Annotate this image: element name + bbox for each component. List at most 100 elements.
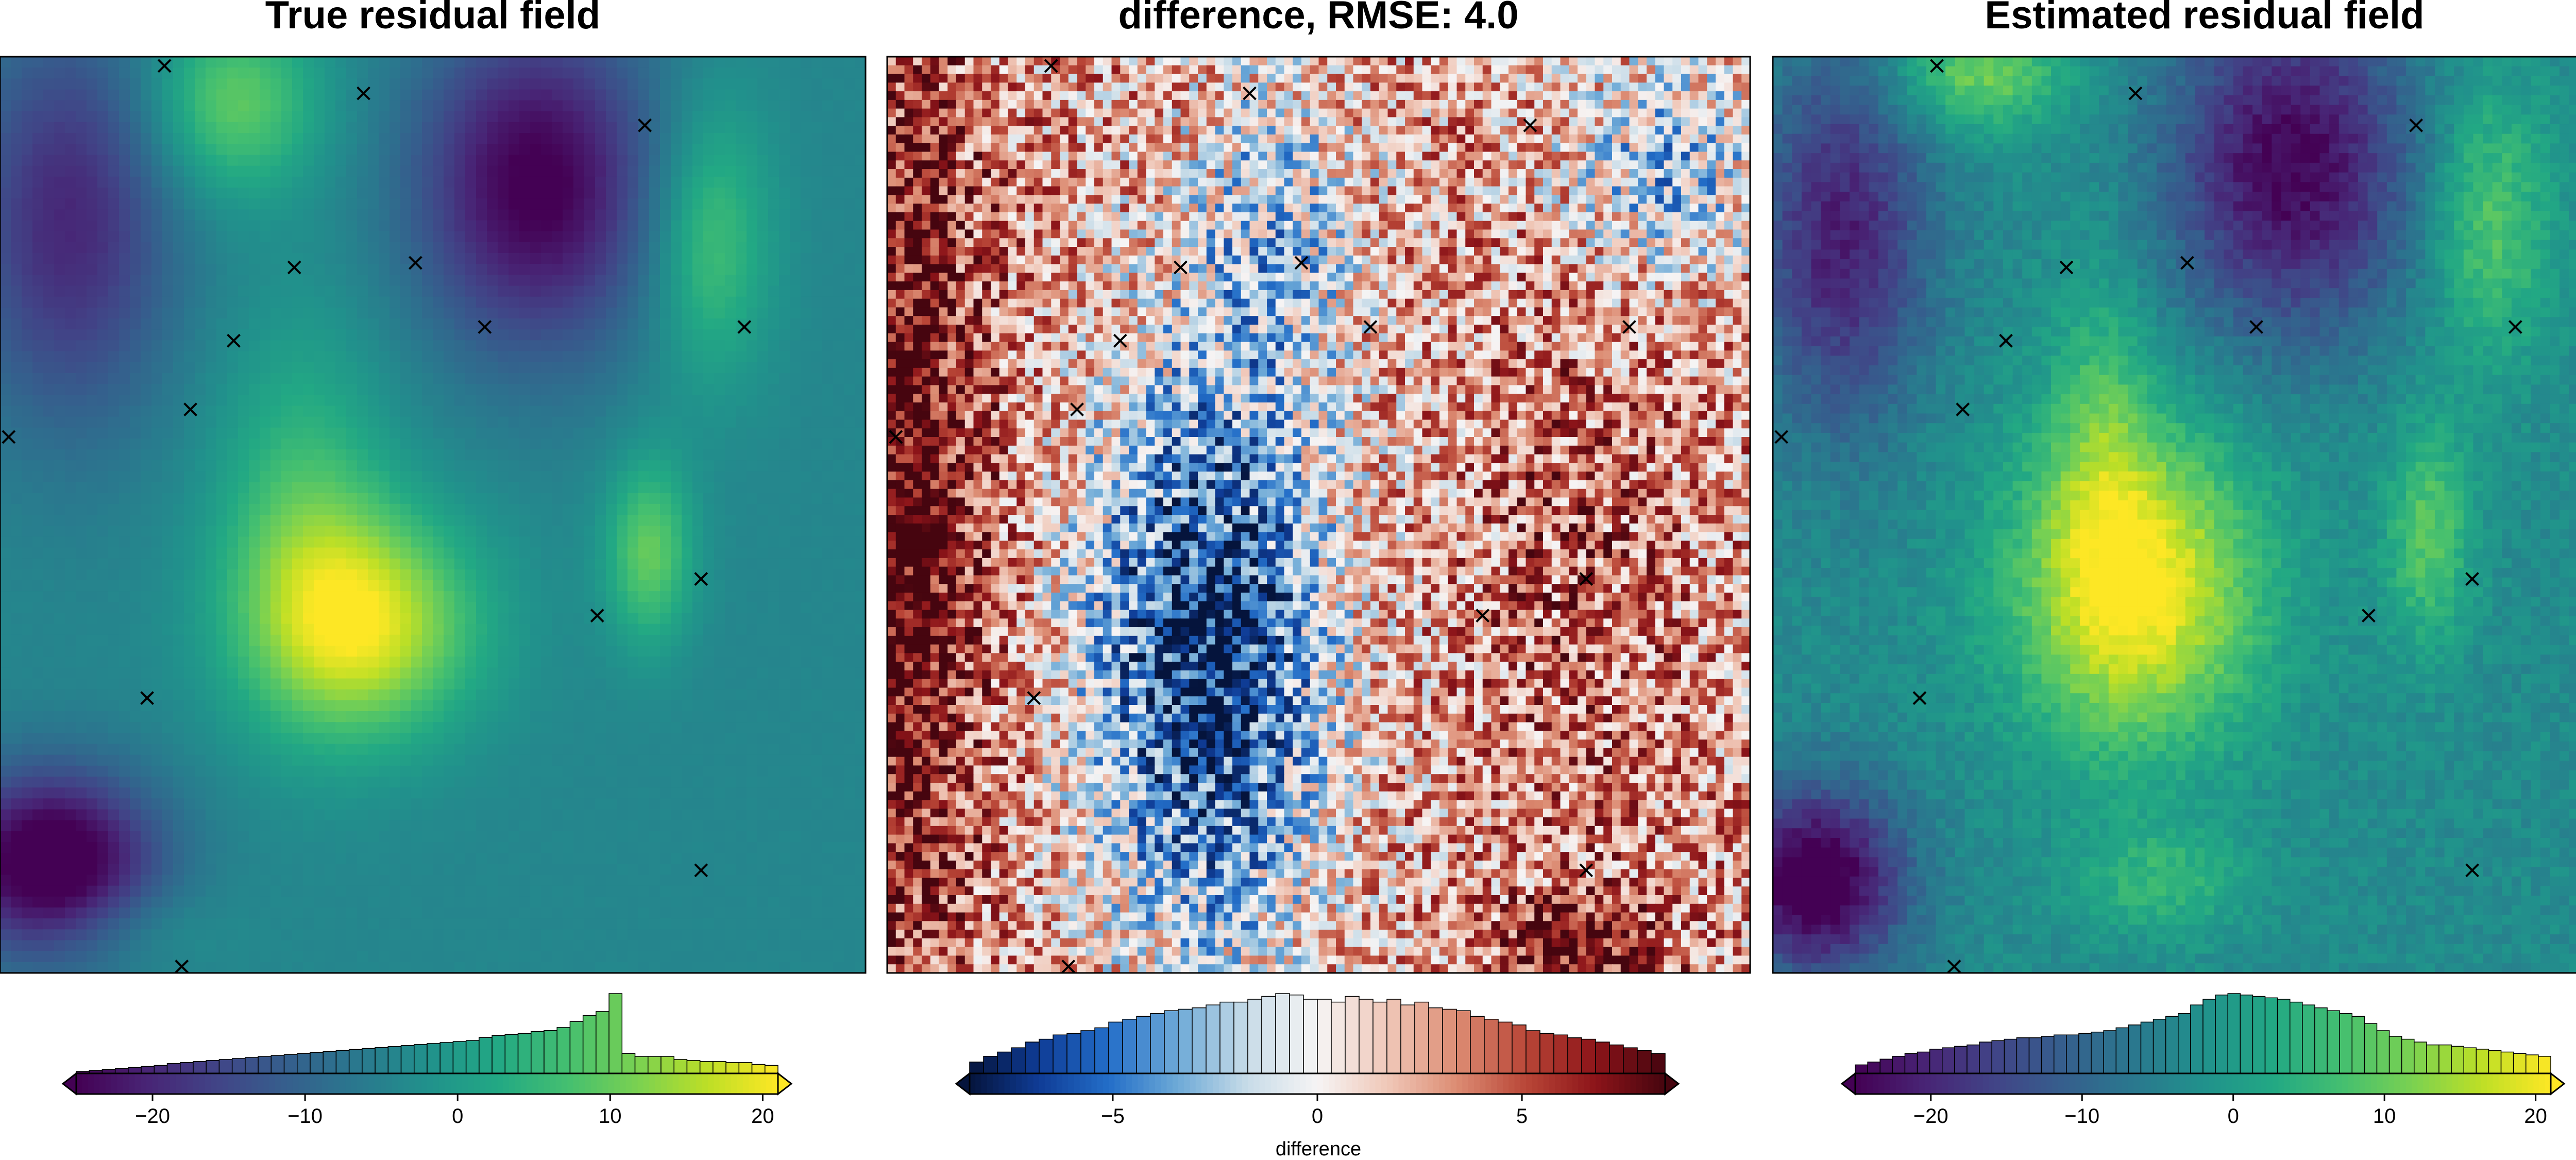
heatmap-cell (811, 384, 823, 395)
heatmap-cell (260, 133, 271, 145)
heatmap-cell (54, 624, 65, 635)
heatmap-cell (76, 558, 87, 570)
heatmap-cell (519, 580, 531, 592)
heatmap-cell (119, 689, 130, 701)
heatmap-cell (530, 78, 541, 90)
heatmap-cell (260, 493, 271, 505)
heatmap-cell (606, 558, 617, 570)
heatmap-cell (346, 580, 358, 592)
heatmap-cell (573, 503, 585, 515)
heatmap-cell (725, 329, 736, 341)
heatmap-cell (563, 482, 574, 494)
heatmap-cell (281, 634, 293, 646)
heatmap-cell (530, 133, 541, 145)
heatmap-cell (509, 580, 520, 592)
heatmap-cell (671, 482, 682, 494)
heatmap-cell (595, 100, 606, 112)
heatmap-cell (790, 536, 801, 548)
heatmap-cell (617, 613, 628, 625)
heatmap-cell (422, 231, 433, 243)
heatmap-cell (249, 646, 260, 657)
heatmap-cell (617, 318, 628, 330)
heatmap-cell (0, 613, 11, 625)
heatmap-cell (638, 57, 650, 68)
heatmap-cell (563, 449, 574, 461)
heatmap-cell (725, 296, 736, 308)
heatmap-cell (541, 569, 552, 581)
heatmap-cell (97, 667, 109, 679)
heatmap-cell (11, 427, 22, 439)
heatmap-cell (465, 296, 477, 308)
heatmap-cell (703, 264, 715, 276)
heatmap-cell (346, 242, 358, 254)
heatmap-cell (736, 634, 747, 646)
heatmap-cell (411, 711, 422, 722)
heatmap-cell (0, 57, 11, 68)
heatmap-cell (671, 580, 682, 592)
heatmap-cell (454, 275, 466, 287)
heatmap-cell (87, 318, 98, 330)
heatmap-cell (552, 362, 563, 374)
heatmap-cell (303, 438, 314, 450)
heatmap-cell (779, 667, 790, 679)
heatmap-cell (530, 89, 541, 101)
heatmap-cell (379, 188, 390, 199)
heatmap-cell (162, 733, 174, 745)
heatmap-cell (227, 547, 239, 559)
heatmap-cell (22, 558, 33, 570)
heatmap-cell (249, 122, 260, 133)
heatmap-cell (714, 275, 725, 287)
heatmap-cell (790, 209, 801, 221)
heatmap-cell (22, 155, 33, 166)
heatmap-cell (206, 722, 217, 734)
heatmap-cell (649, 503, 660, 515)
heatmap-cell (141, 678, 152, 690)
heatmap-cell (855, 460, 866, 472)
heatmap-cell (184, 307, 195, 319)
heatmap-cell (476, 667, 487, 679)
heatmap-cell (11, 78, 22, 90)
heatmap-cell (714, 165, 725, 177)
heatmap-cell (325, 722, 336, 734)
heatmap-cell (379, 89, 390, 101)
heatmap-cell (552, 493, 563, 505)
heatmap-cell (682, 591, 693, 603)
heatmap-cell (238, 78, 249, 90)
heatmap-cell (260, 591, 271, 603)
heatmap-cell (519, 667, 531, 679)
heatmap-cell (151, 111, 163, 123)
heatmap-cell (476, 646, 487, 657)
heatmap-cell (130, 503, 141, 515)
heatmap-cell (108, 78, 120, 90)
heatmap-cell (54, 318, 65, 330)
heatmap-cell (314, 460, 325, 472)
heatmap-cell (573, 558, 585, 570)
heatmap-cell (227, 624, 239, 635)
heatmap-cell (206, 580, 217, 592)
heatmap-cell (314, 482, 325, 494)
heatmap-cell (541, 493, 552, 505)
heatmap-cell (270, 144, 282, 156)
heatmap-cell (65, 558, 76, 570)
heatmap-cell (833, 646, 844, 657)
heatmap-cell (801, 711, 812, 722)
heatmap-cell (238, 133, 249, 145)
heatmap-cell (541, 657, 552, 668)
heatmap-cell (346, 340, 358, 352)
heatmap-cell (509, 503, 520, 515)
heatmap-cell (541, 460, 552, 472)
heatmap-cell (65, 471, 76, 483)
heatmap-cell (584, 406, 596, 417)
heatmap-cell (606, 384, 617, 395)
heatmap-cell (0, 231, 11, 243)
heatmap-cell (0, 340, 11, 352)
heatmap-cell (238, 100, 249, 112)
heatmap-cell (487, 526, 498, 537)
heatmap-cell (660, 689, 671, 701)
heatmap-cell (692, 558, 704, 570)
heatmap-cell (606, 406, 617, 417)
heatmap-cell (855, 351, 866, 363)
heatmap-cell (270, 678, 282, 690)
heatmap-cell (87, 340, 98, 352)
heatmap-cell (509, 449, 520, 461)
